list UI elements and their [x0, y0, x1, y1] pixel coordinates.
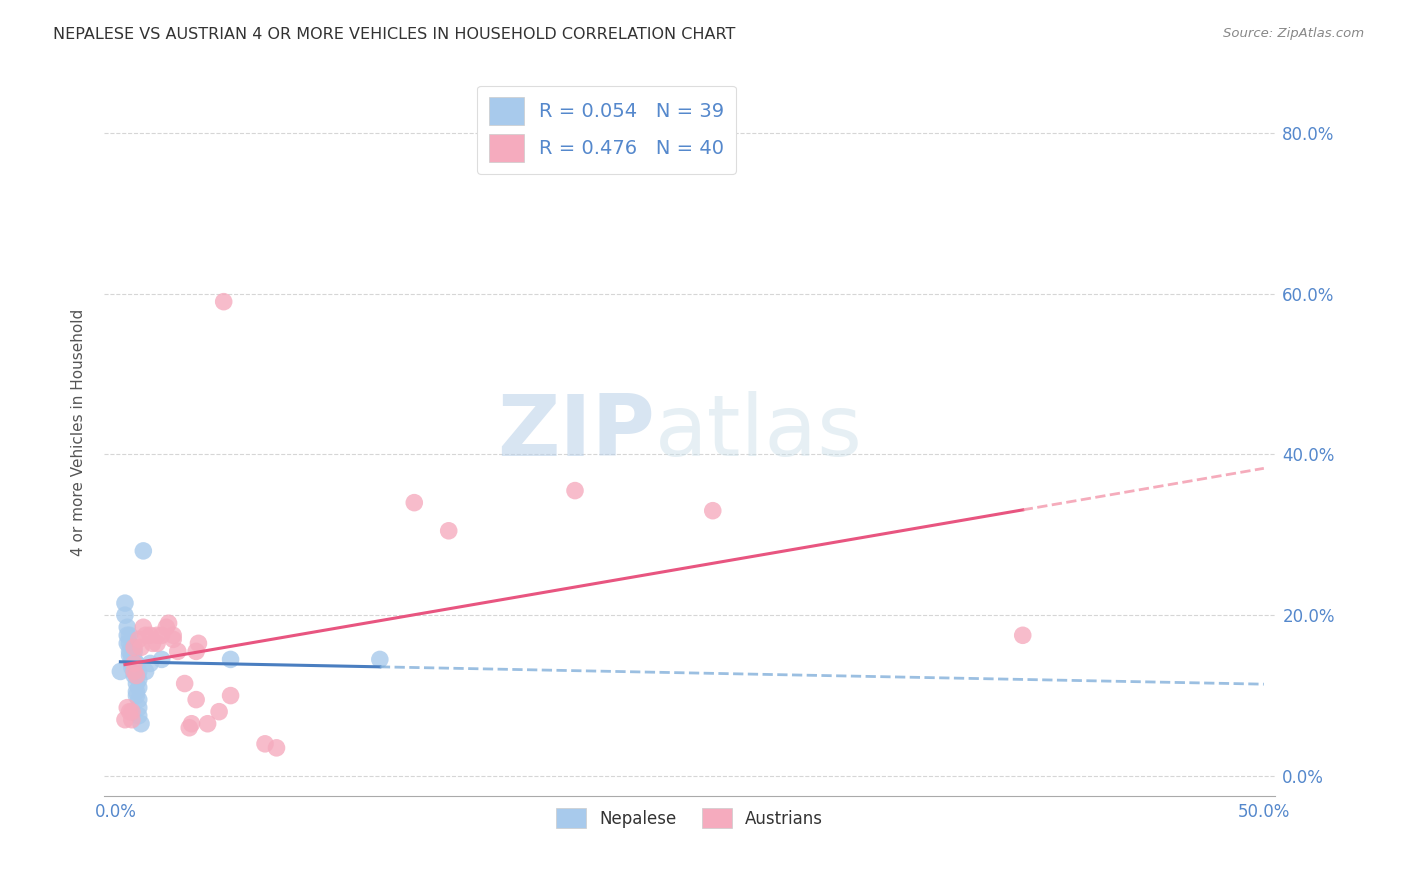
- Point: [118, 636, 141, 650]
- Point: [150, 628, 173, 642]
- Point: [121, 657, 143, 671]
- Point: [212, 294, 235, 309]
- Y-axis label: 4 or more Vehicles in Household: 4 or more Vehicles in Household: [72, 309, 86, 556]
- Point: [121, 713, 143, 727]
- Point: [219, 652, 242, 666]
- Point: [118, 705, 141, 719]
- Text: ZIP: ZIP: [496, 391, 655, 474]
- Point: [564, 483, 586, 498]
- Point: [180, 716, 202, 731]
- Point: [117, 628, 139, 642]
- Point: [702, 504, 724, 518]
- Point: [117, 700, 139, 714]
- Point: [128, 700, 150, 714]
- Point: [266, 740, 288, 755]
- Point: [128, 692, 150, 706]
- Point: [122, 660, 145, 674]
- Point: [128, 681, 150, 695]
- Point: [187, 636, 209, 650]
- Point: [110, 665, 132, 679]
- Point: [128, 665, 150, 679]
- Point: [132, 544, 155, 558]
- Point: [122, 644, 145, 658]
- Point: [122, 665, 145, 679]
- Point: [121, 648, 143, 663]
- Text: NEPALESE VS AUSTRIAN 4 OR MORE VEHICLES IN HOUSEHOLD CORRELATION CHART: NEPALESE VS AUSTRIAN 4 OR MORE VEHICLES …: [53, 27, 735, 42]
- Point: [117, 620, 139, 634]
- Point: [122, 668, 145, 682]
- Point: [125, 676, 148, 690]
- Point: [118, 644, 141, 658]
- Point: [162, 628, 184, 642]
- Point: [162, 632, 184, 647]
- Point: [253, 737, 276, 751]
- Point: [208, 705, 231, 719]
- Text: Source: ZipAtlas.com: Source: ZipAtlas.com: [1223, 27, 1364, 40]
- Point: [157, 616, 180, 631]
- Point: [135, 665, 157, 679]
- Point: [121, 660, 143, 674]
- Point: [114, 596, 136, 610]
- Point: [125, 668, 148, 682]
- Point: [114, 608, 136, 623]
- Point: [146, 636, 169, 650]
- Point: [1011, 628, 1033, 642]
- Point: [150, 652, 173, 666]
- Point: [132, 620, 155, 634]
- Text: atlas: atlas: [655, 391, 863, 474]
- Point: [173, 676, 195, 690]
- Point: [139, 657, 162, 671]
- Point: [186, 692, 208, 706]
- Point: [125, 657, 148, 671]
- Point: [117, 636, 139, 650]
- Point: [122, 652, 145, 666]
- Point: [121, 705, 143, 719]
- Point: [122, 640, 145, 655]
- Point: [121, 652, 143, 666]
- Point: [128, 632, 150, 647]
- Point: [146, 628, 169, 642]
- Point: [125, 684, 148, 698]
- Point: [186, 644, 208, 658]
- Point: [129, 640, 152, 655]
- Point: [139, 628, 162, 642]
- Point: [166, 644, 188, 658]
- Point: [122, 665, 145, 679]
- Point: [404, 496, 426, 510]
- Point: [437, 524, 460, 538]
- Point: [129, 716, 152, 731]
- Point: [368, 652, 391, 666]
- Point: [122, 657, 145, 671]
- Point: [114, 713, 136, 727]
- Point: [128, 673, 150, 687]
- Point: [155, 620, 177, 634]
- Point: [197, 716, 219, 731]
- Point: [118, 628, 141, 642]
- Point: [121, 640, 143, 655]
- Legend: Nepalese, Austrians: Nepalese, Austrians: [550, 801, 830, 835]
- Point: [135, 628, 157, 642]
- Point: [219, 689, 242, 703]
- Point: [125, 660, 148, 674]
- Point: [125, 668, 148, 682]
- Point: [128, 708, 150, 723]
- Point: [179, 721, 201, 735]
- Point: [118, 648, 141, 663]
- Point: [141, 636, 163, 650]
- Point: [125, 689, 148, 703]
